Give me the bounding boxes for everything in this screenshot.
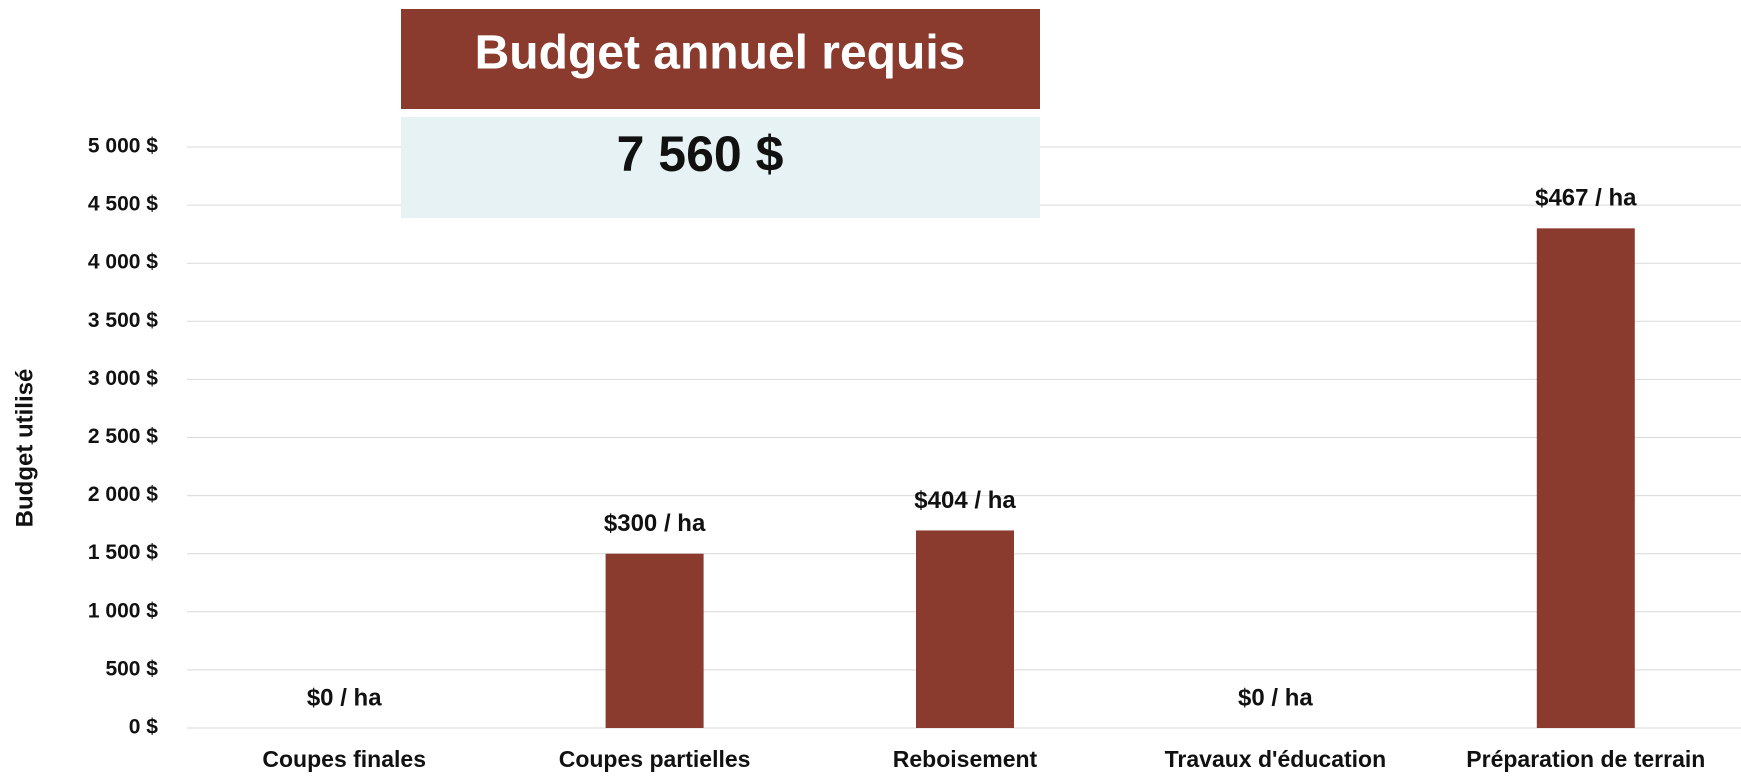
y-tick-label: 3 000 $ [88,367,158,390]
y-tick-label: 0 $ [129,716,159,739]
y-tick-label: 4 000 $ [88,251,158,274]
y-tick-label: 500 $ [105,657,158,680]
y-tick-label: 3 500 $ [88,309,158,332]
bar [916,530,1014,728]
y-tick-label: 2 500 $ [88,425,158,448]
bar [1536,228,1635,728]
summary-value: 7 560 $ [617,126,784,182]
summary-header [401,9,1040,109]
bar-annotation: $0 / ha [1238,684,1313,711]
bar-annotation: $404 / ha [914,487,1016,514]
y-tick-label: 2 000 $ [88,483,158,506]
y-tick-label: 4 500 $ [88,193,158,216]
y-tick-label: 1 000 $ [88,599,158,622]
x-tick-label: Reboisement [893,746,1038,772]
x-tick-label: Coupes partielles [559,746,751,772]
summary-body [401,117,1040,218]
bar-annotation: $0 / ha [307,684,382,711]
x-tick-label: Préparation de terrain [1466,746,1705,772]
summary-title: Budget annuel requis [475,27,966,80]
y-tick-label: 1 500 $ [88,541,158,564]
bar-annotation: $467 / ha [1535,185,1637,212]
y-axis-label: Budget utilisé [11,369,38,528]
x-tick-label: Travaux d'éducation [1165,746,1386,772]
x-tick-label: Coupes finales [262,746,426,772]
bar [605,553,704,728]
bar-annotation: $300 / ha [604,510,706,537]
y-tick-label: 5 000 $ [88,135,158,158]
